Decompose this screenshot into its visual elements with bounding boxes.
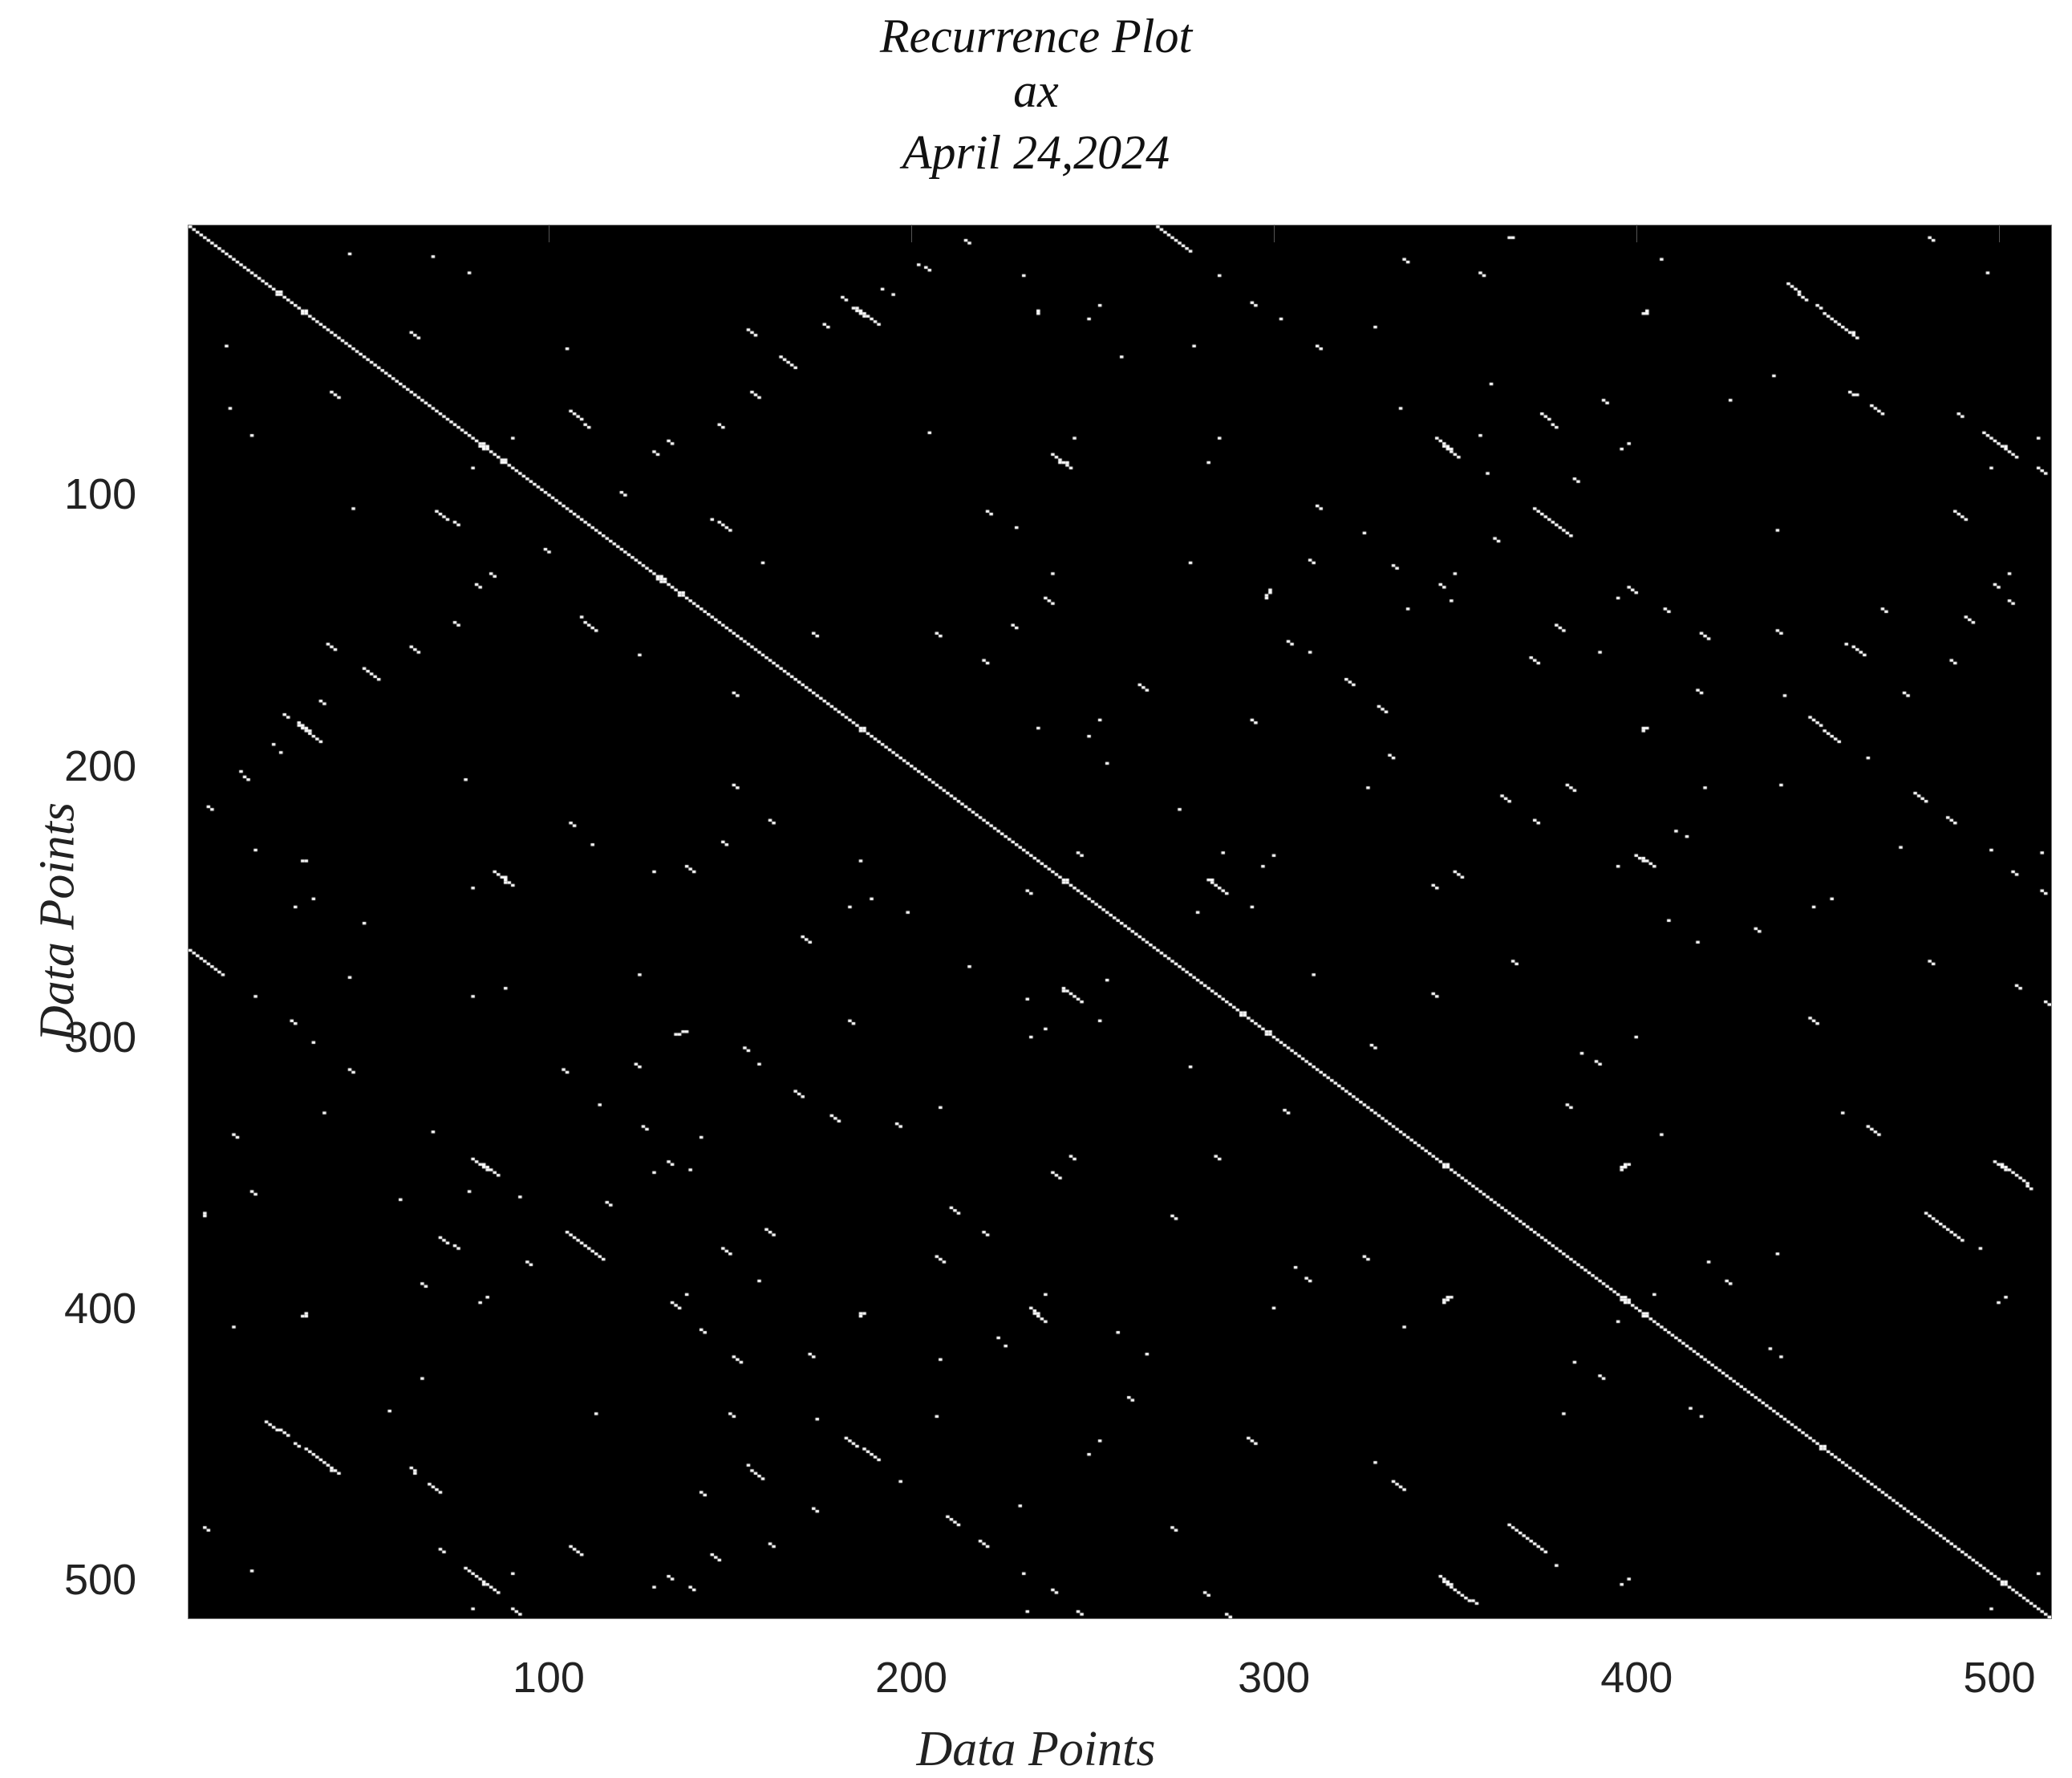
x-tick-mark (911, 225, 913, 242)
y-axis-label: Data Points (30, 802, 85, 1041)
plot-area (188, 225, 2052, 1619)
chart-title-line-3: April 24,2024 (902, 126, 1170, 179)
y-tick-label: 100 (64, 470, 137, 519)
chart-title-line-1: Recurrence Plot (879, 10, 1193, 63)
recurrence-matrix (189, 225, 2051, 1618)
x-axis-label: Data Points (916, 1722, 1156, 1776)
x-tick-mark (1636, 225, 1638, 242)
chart-title-line-2: ax (1013, 64, 1059, 117)
y-tick-label: 400 (64, 1284, 137, 1333)
x-tick-label: 500 (1963, 1654, 2036, 1702)
y-tick-label: 200 (64, 741, 137, 790)
x-tick-mark (1274, 225, 1275, 242)
x-tick-mark (1999, 225, 2001, 242)
y-tick-label: 300 (64, 1013, 137, 1062)
x-tick-label: 300 (1238, 1654, 1311, 1702)
y-tick-label: 500 (64, 1555, 137, 1604)
x-tick-label: 200 (874, 1654, 948, 1702)
x-tick-label: 100 (512, 1654, 585, 1702)
x-tick-label: 400 (1600, 1654, 1673, 1702)
